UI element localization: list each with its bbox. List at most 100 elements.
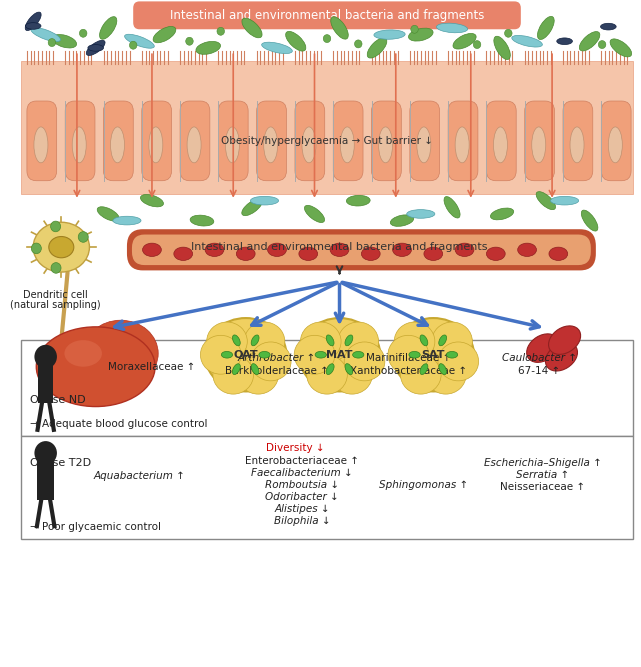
Ellipse shape xyxy=(455,127,469,163)
FancyBboxPatch shape xyxy=(372,101,401,181)
Circle shape xyxy=(51,263,61,273)
Ellipse shape xyxy=(142,243,162,256)
Ellipse shape xyxy=(551,196,579,205)
Ellipse shape xyxy=(453,33,476,49)
Text: Diversity ↓: Diversity ↓ xyxy=(267,443,325,453)
Text: → Adequate blood glucose control: → Adequate blood glucose control xyxy=(30,420,208,430)
Ellipse shape xyxy=(226,127,239,163)
Ellipse shape xyxy=(338,322,379,361)
Ellipse shape xyxy=(330,243,349,256)
Ellipse shape xyxy=(537,17,554,39)
Ellipse shape xyxy=(494,36,510,59)
Ellipse shape xyxy=(331,17,348,39)
FancyBboxPatch shape xyxy=(333,101,363,181)
Ellipse shape xyxy=(409,352,420,358)
Circle shape xyxy=(323,35,331,43)
Ellipse shape xyxy=(259,352,270,358)
Ellipse shape xyxy=(345,335,353,346)
Text: Intestinal and environmental bacteria and fragments: Intestinal and environmental bacteria an… xyxy=(191,242,488,252)
Ellipse shape xyxy=(299,318,380,392)
Ellipse shape xyxy=(388,336,429,374)
Text: Intestinal and environmental bacteria and fragments: Intestinal and environmental bacteria an… xyxy=(170,9,484,22)
Text: Sphingomonas ↑: Sphingomonas ↑ xyxy=(379,480,469,490)
Ellipse shape xyxy=(25,12,41,31)
Ellipse shape xyxy=(205,243,224,256)
Circle shape xyxy=(504,29,512,37)
Ellipse shape xyxy=(251,342,291,381)
FancyBboxPatch shape xyxy=(127,229,596,270)
Ellipse shape xyxy=(140,195,163,207)
Ellipse shape xyxy=(251,364,259,375)
Ellipse shape xyxy=(581,210,598,231)
Ellipse shape xyxy=(601,23,616,30)
Bar xyxy=(21,340,633,436)
Ellipse shape xyxy=(438,335,447,346)
Ellipse shape xyxy=(420,335,428,346)
Ellipse shape xyxy=(262,42,292,53)
Ellipse shape xyxy=(393,243,412,256)
Bar xyxy=(38,362,53,404)
Circle shape xyxy=(473,41,481,49)
Ellipse shape xyxy=(301,322,341,361)
Ellipse shape xyxy=(379,127,392,163)
Ellipse shape xyxy=(238,356,279,394)
Ellipse shape xyxy=(326,364,334,375)
Ellipse shape xyxy=(353,352,364,358)
Ellipse shape xyxy=(437,23,468,33)
Ellipse shape xyxy=(446,352,458,358)
Ellipse shape xyxy=(34,127,48,163)
Ellipse shape xyxy=(494,127,508,163)
Text: Arthrobacter ↑: Arthrobacter ↑ xyxy=(238,353,316,363)
Ellipse shape xyxy=(527,334,559,362)
Text: Serratia ↑: Serratia ↑ xyxy=(516,470,569,480)
Ellipse shape xyxy=(174,247,192,260)
Ellipse shape xyxy=(153,27,176,43)
Ellipse shape xyxy=(438,342,479,381)
Ellipse shape xyxy=(549,247,568,260)
FancyBboxPatch shape xyxy=(219,101,248,181)
Text: Faecalibacterium ↓: Faecalibacterium ↓ xyxy=(251,468,353,478)
Ellipse shape xyxy=(113,216,141,225)
FancyBboxPatch shape xyxy=(601,101,631,181)
Text: Burkholderlaceae ↑: Burkholderlaceae ↑ xyxy=(225,366,329,376)
Circle shape xyxy=(217,27,224,35)
Ellipse shape xyxy=(206,322,247,361)
Ellipse shape xyxy=(432,322,472,361)
Ellipse shape xyxy=(417,127,431,163)
Circle shape xyxy=(31,243,41,253)
Ellipse shape xyxy=(420,364,428,375)
Ellipse shape xyxy=(299,247,318,260)
Ellipse shape xyxy=(124,34,154,48)
Ellipse shape xyxy=(97,207,119,221)
Ellipse shape xyxy=(251,196,279,205)
Ellipse shape xyxy=(233,364,240,375)
Ellipse shape xyxy=(244,322,285,361)
Circle shape xyxy=(78,231,88,242)
Ellipse shape xyxy=(83,320,158,387)
Ellipse shape xyxy=(263,127,278,163)
Ellipse shape xyxy=(610,39,631,57)
Ellipse shape xyxy=(286,31,306,51)
Ellipse shape xyxy=(487,247,505,260)
Text: Moraxellaceae ↑: Moraxellaceae ↑ xyxy=(108,362,196,372)
Circle shape xyxy=(79,29,87,37)
Ellipse shape xyxy=(72,127,87,163)
Ellipse shape xyxy=(196,41,221,54)
Circle shape xyxy=(48,39,56,47)
Ellipse shape xyxy=(326,335,334,346)
Ellipse shape xyxy=(393,318,474,392)
Text: Marinifilaceae ↑: Marinifilaceae ↑ xyxy=(365,353,451,363)
Ellipse shape xyxy=(407,209,435,218)
Ellipse shape xyxy=(401,356,441,394)
Ellipse shape xyxy=(88,45,103,51)
Ellipse shape xyxy=(426,356,466,394)
Ellipse shape xyxy=(31,27,60,41)
Text: 67-14 ↑: 67-14 ↑ xyxy=(519,366,561,376)
FancyBboxPatch shape xyxy=(525,101,554,181)
Text: Obese T2D: Obese T2D xyxy=(30,458,91,468)
FancyBboxPatch shape xyxy=(133,1,521,29)
Bar xyxy=(37,458,54,500)
Ellipse shape xyxy=(213,356,254,394)
Ellipse shape xyxy=(242,199,262,215)
Ellipse shape xyxy=(545,343,578,371)
